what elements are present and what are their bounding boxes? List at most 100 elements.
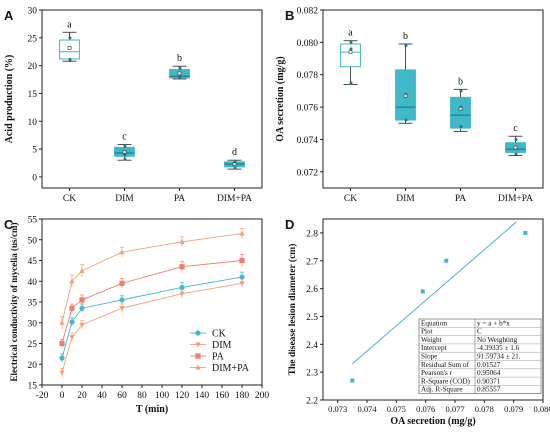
scatter-point [444, 258, 449, 263]
box-body [340, 43, 361, 68]
series-ck [59, 271, 245, 363]
legend-entry: DIM [190, 340, 232, 351]
box-data-point [123, 157, 127, 161]
x-tick-label: DIM [115, 194, 134, 204]
box-mean-marker [67, 46, 72, 50]
stats-label: Residual Sum of [421, 361, 470, 369]
significance-letter: b [458, 76, 463, 87]
y-tick-label: 45 [28, 257, 38, 267]
panel-B: B 0.072 0.074 0.076 0.078 0.080 0.082 OA secret… [275, 7, 544, 204]
box-data-point [349, 81, 353, 85]
data-point [79, 305, 85, 311]
box-data-point [459, 125, 463, 129]
legend-label: DIM+PA [212, 363, 250, 374]
y-tick-label: 2.3 [306, 369, 318, 379]
y-tick-label: 5 [32, 146, 37, 156]
y-tick-label: 0.074 [297, 136, 319, 146]
scatter-point [350, 378, 355, 383]
data-point [179, 291, 185, 297]
x-tick-label: 0.078 [475, 404, 494, 414]
data-point [239, 257, 245, 264]
data-point [69, 305, 75, 311]
box-data-point [68, 59, 72, 63]
data-point [69, 335, 75, 341]
stats-value: C [477, 328, 482, 336]
y-tick-label: 2.5 [306, 313, 318, 323]
x-tick-label: PA [174, 194, 185, 204]
stats-value: 0.95064 [477, 369, 501, 377]
data-point [59, 319, 65, 325]
data-point [119, 297, 125, 303]
x-tick-label: 0 [60, 391, 65, 401]
x-tick-label: 100 [155, 391, 170, 401]
panel-letter: D [285, 217, 294, 232]
box-mean-marker [177, 71, 182, 76]
x-tick-label: PA [455, 194, 466, 204]
x-tick-label: CK [344, 194, 357, 204]
stats-value: y = a + b*x [477, 319, 510, 327]
stats-label: Plot [421, 328, 433, 336]
x-tick-label: -20 [36, 391, 49, 401]
data-point [59, 340, 65, 347]
series-line [61, 282, 243, 373]
box-data-point [233, 166, 237, 170]
stats-value: 0.85557 [477, 386, 501, 394]
y-tick-label: 35 [28, 299, 38, 309]
x-axis-title: T (min) [136, 404, 168, 415]
box-ck: a CK [59, 19, 80, 204]
fit-line [352, 221, 517, 365]
x-tick-label: 0.076 [416, 404, 435, 414]
box-data-point [68, 36, 72, 40]
panel-letter: A [4, 8, 14, 23]
series-pa [59, 253, 245, 348]
stats-table: Equation y = a + b*x Plot C Weight No Weighti… [418, 318, 542, 394]
y-tick-label: 20 [28, 62, 38, 72]
y-tick-label: 15 [28, 382, 38, 392]
data-point [179, 284, 185, 291]
box-data-point [123, 153, 127, 157]
data-point [59, 355, 65, 361]
significance-letter: c [513, 123, 518, 134]
y-tick-label: 15 [28, 90, 38, 100]
x-tick-label: DIM+PA [498, 194, 533, 204]
x-tick-label: 80 [137, 391, 147, 401]
series-line [61, 233, 243, 323]
y-tick-label: 2.6 [306, 285, 318, 295]
y-tick-label: 0.080 [297, 39, 319, 49]
legend-entry: CK [190, 329, 227, 340]
x-tick-label: 140 [195, 391, 210, 401]
x-tick-label: DIM [396, 194, 415, 204]
data-point [79, 267, 85, 273]
legend-label: CK [212, 329, 227, 340]
x-tick-label: 0.075 [387, 404, 406, 414]
box-dim: b DIM [395, 31, 416, 204]
box-data-point [123, 144, 127, 148]
scatter-point [420, 289, 425, 294]
data-point [119, 280, 125, 286]
panel-letter: B [285, 8, 294, 23]
box-data-point [514, 152, 518, 156]
series-dim [59, 278, 245, 377]
x-tick-label: CK [63, 194, 76, 204]
box-data-point [404, 118, 408, 122]
stats-label: Pearson's r [421, 369, 453, 377]
box-body [450, 96, 471, 129]
box-data-point [514, 137, 518, 141]
data-point [119, 306, 125, 312]
box-mean-marker [403, 93, 408, 98]
box-dim-pa: c DIM+PA [498, 123, 533, 204]
y-axis-title: OA secretion (mg/g) [275, 56, 286, 141]
legend-marker [195, 353, 201, 359]
legend-marker [195, 364, 201, 370]
box-dim-pa: d DIM+PA [217, 147, 252, 204]
x-tick-label: 160 [215, 391, 230, 401]
y-tick-label: 2.7 [306, 257, 318, 267]
y-tick-label: 2.2 [306, 397, 318, 407]
stats-value: -4.39335 ± 1.6 [477, 344, 520, 352]
box-mean-marker [458, 106, 463, 111]
box-mean-marker [122, 150, 127, 154]
box-data-point [233, 159, 237, 163]
box-pa: b PA [450, 76, 471, 204]
significance-letter: b [403, 31, 408, 42]
series-line [61, 260, 243, 344]
